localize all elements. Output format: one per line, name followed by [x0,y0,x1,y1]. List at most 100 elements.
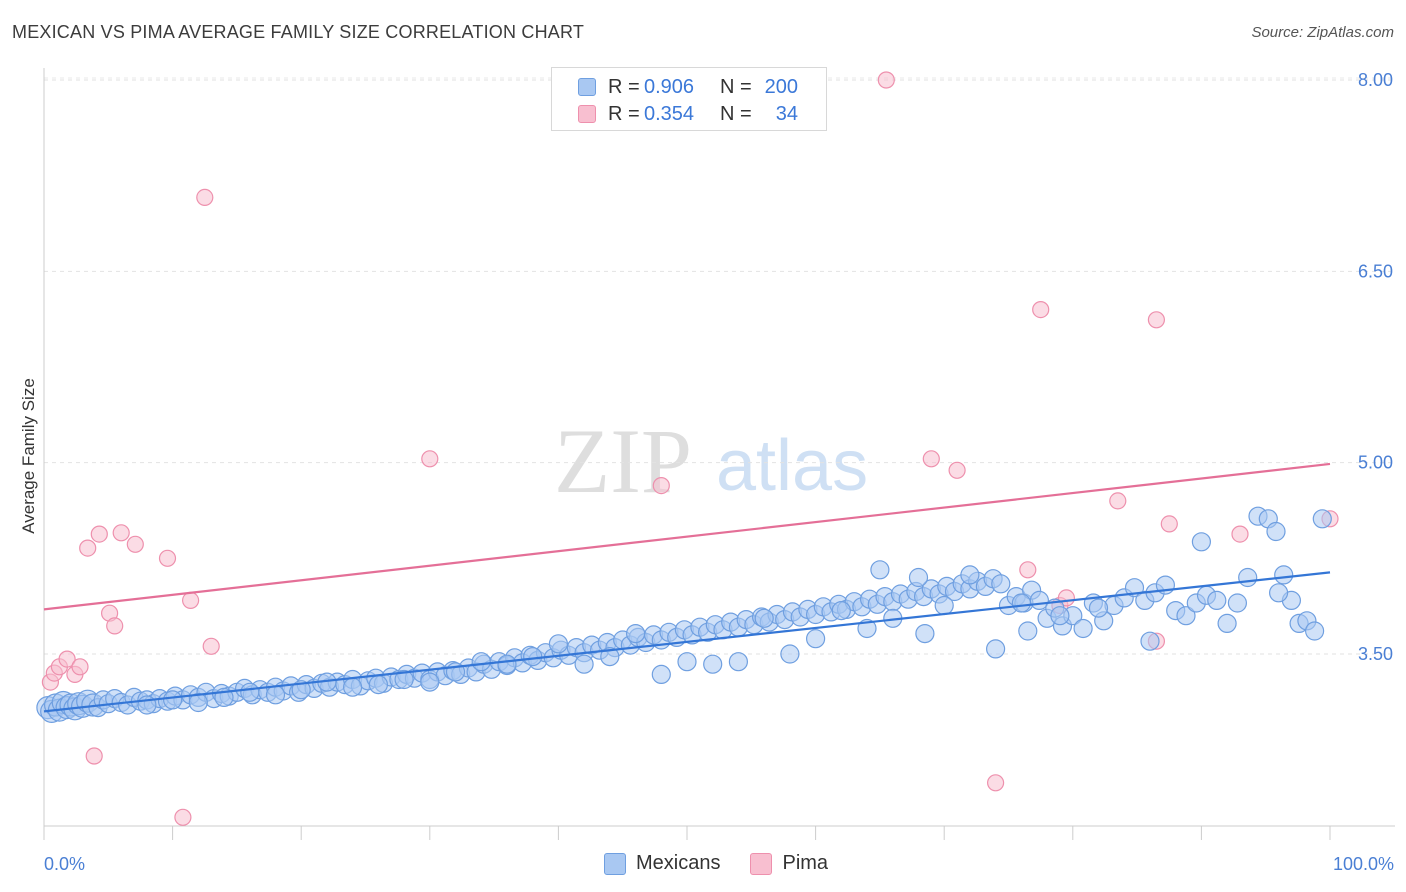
mexicans-point [805,629,826,649]
mexicans-point [188,692,208,713]
pima-point [85,747,103,765]
mexicans-point [651,664,671,685]
pima-point [986,774,1005,792]
pima-point [1032,301,1050,319]
pima-swatch [578,105,596,123]
mexicans-point [600,646,620,667]
mexicans-swatch [578,78,596,96]
mexicans-point [677,652,697,672]
legend-n-label: N = [720,75,752,98]
pima-point [922,450,940,468]
pima-point [1147,311,1166,329]
correlation-legend: R = 0.906 N = 200 R = 0.354 N = 34 [551,67,827,131]
mexicans-point [780,644,800,664]
pima-point [1109,492,1127,510]
pima-trend-line [43,462,1331,611]
mexicans-point [1018,621,1038,641]
pima-legend-swatch [750,852,773,875]
mexicans-point [934,595,954,616]
watermark-atlas: atlas [716,426,868,506]
legend-n-value: 34 [775,102,798,125]
mexicans-point [163,690,183,710]
legend-row-pima: R = 0.354 N = 34 [578,102,798,126]
mexicans-legend-label: Mexicans [636,852,721,874]
mexicans-legend-swatch [604,852,626,875]
pima-point [421,450,439,468]
mexicans-point [960,565,980,585]
legend-r-label: R = [608,75,640,98]
mexicans-point [1176,606,1196,626]
legend-r-value: 0.354 [644,102,695,125]
mexicans-point [574,654,594,674]
pima-point [182,591,200,610]
y-tick-labels: 3.50 5.00 6.50 8.00 [1358,70,1393,664]
mexicans-point [908,567,929,588]
legend-item-pima[interactable]: Pima [750,852,828,875]
series-legend: Mexicans Pima [604,852,858,875]
mexicans-point [1312,509,1332,529]
mexicans-point [870,560,890,580]
mexicans-point [1227,593,1248,613]
pima-point [948,461,966,479]
mexicans-point [625,623,646,644]
mexicans-point [1140,631,1160,651]
mexicans-point [991,574,1011,594]
mexicans-point [1011,593,1032,613]
pima-point [877,71,895,89]
mexicans-point [703,654,723,674]
y-tick-label: 6.50 [1358,261,1393,281]
pima-point [112,524,130,542]
chart-title: MEXICAN VS PIMA AVERAGE FAMILY SIZE CORR… [12,22,585,42]
mexicans-point [728,652,749,672]
mexicans-point [523,646,543,667]
pima-legend-label: Pima [782,852,829,874]
pima-point [158,549,177,567]
legend-item-mexicans[interactable]: Mexicans [604,852,720,875]
x-tick-label-0: 0.0% [44,854,85,874]
source-label: Source: ZipAtlas.com [1251,24,1394,41]
mexicans-point [831,600,851,621]
mexicans-point [1217,613,1237,634]
mexicans-points [36,506,1332,724]
mexicans-point [265,685,286,705]
y-axis-label: Average Family Size [19,378,38,534]
watermark-zip: ZIP [554,410,692,512]
mexicans-point [471,652,491,672]
mexicans-point [368,674,388,695]
mexicans-point [420,672,440,692]
pima-point [652,477,670,495]
pima-point [126,535,144,553]
pima-point [1231,525,1249,543]
mexicans-point [548,634,569,654]
pima-point [196,188,214,206]
pima-point [106,617,124,635]
mexicans-point [497,654,517,674]
y-tick-label: 8.00 [1358,70,1393,90]
pima-point [202,637,220,655]
x-ticks [43,826,1331,840]
legend-row-mexicans: R = 0.906 N = 200 [578,75,798,99]
x-tick-label-1: 100.0% [1333,854,1394,874]
pima-point [79,539,97,557]
legend-n-value: 200 [764,75,798,98]
mexicans-point [1238,567,1258,588]
mexicans-point [985,639,1006,659]
trend-lines [43,462,1331,713]
legend-n-label: N = [720,102,752,125]
mexicans-point [1073,618,1093,639]
mexicans-point [394,669,414,690]
mexicans-point [1050,606,1070,626]
legend-r-value: 0.906 [644,75,695,98]
mexicans-point [1088,598,1109,618]
pima-point [58,650,76,668]
mexicans-point [1304,621,1325,641]
mexicans-point [1191,532,1212,552]
mexicans-trend-line [43,571,1331,713]
y-tick-label: 5.00 [1358,453,1393,473]
gridlines [44,77,1395,655]
y-tick-label: 3.50 [1358,644,1393,664]
mexicans-point [754,608,774,628]
pima-point [1019,561,1037,579]
mexicans-point [915,623,935,644]
